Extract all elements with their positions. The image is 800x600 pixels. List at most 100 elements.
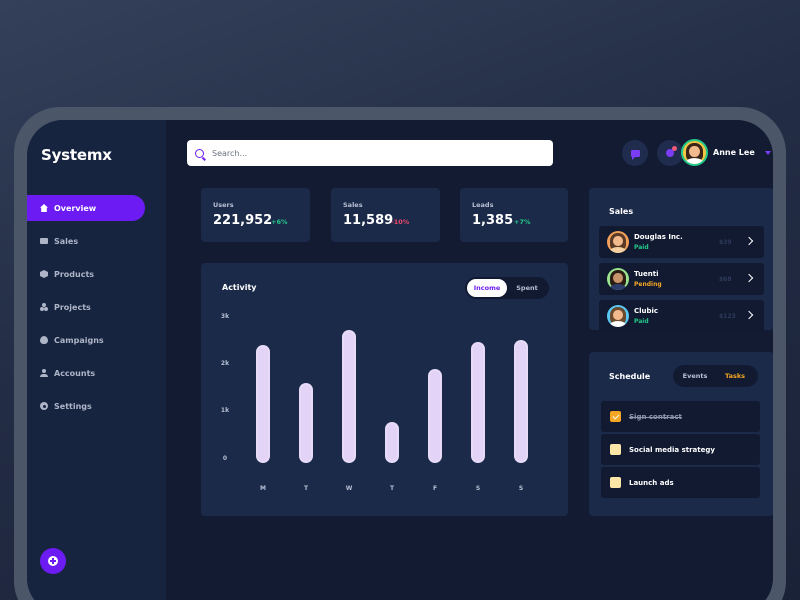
- messages-button[interactable]: [622, 140, 648, 166]
- y-tick-label: 1k: [220, 407, 230, 414]
- list-item[interactable]: Tuenti Pending $68: [599, 263, 764, 295]
- chart-bar: [385, 421, 399, 463]
- list-item[interactable]: Launch ads: [601, 467, 760, 498]
- sidebar-item-label: Settings: [54, 401, 92, 411]
- add-button[interactable]: [40, 548, 66, 574]
- avatar: [607, 231, 629, 253]
- task-label: Sign contract: [629, 412, 682, 421]
- task-checkbox[interactable]: [610, 477, 621, 488]
- sales-icon: [40, 238, 48, 244]
- brand-logo: Systemx: [41, 146, 112, 164]
- status-badge: Pending: [634, 281, 662, 288]
- tablet-frame: Systemx Overview Sales Products Projects…: [14, 107, 786, 600]
- sidebar-item-label: Projects: [54, 302, 91, 312]
- stat-card-sales: Sales 11,589 -10%: [331, 188, 440, 242]
- sidebar-item-label: Products: [54, 269, 95, 279]
- sidebar-item-accounts[interactable]: Accounts: [27, 360, 145, 386]
- sidebar-item-products[interactable]: Products: [27, 261, 145, 287]
- tab-events[interactable]: Events: [682, 372, 708, 380]
- sale-amount: $68: [719, 276, 732, 283]
- chevron-down-icon[interactable]: [765, 151, 771, 155]
- notifications-button[interactable]: [657, 140, 683, 166]
- chevron-right-icon[interactable]: [744, 273, 754, 283]
- stat-card-users: Users 221,952 +6%: [201, 188, 310, 242]
- sidebar-item-sales[interactable]: Sales: [27, 228, 145, 254]
- box-icon: [40, 270, 48, 278]
- chart-title: Activity: [222, 283, 257, 292]
- y-tick-label: 0: [222, 455, 228, 462]
- avatar: [607, 305, 629, 327]
- activity-card: Activity Income Spent 3k 2k 1k 0 M T W T…: [201, 263, 568, 516]
- user-name[interactable]: Anne Lee: [713, 148, 755, 157]
- y-tick-label: 2k: [220, 360, 230, 367]
- sidebar-item-overview[interactable]: Overview: [27, 195, 145, 221]
- task-checkbox[interactable]: [610, 444, 621, 455]
- task-label: Launch ads: [629, 478, 674, 487]
- sidebar-item-label: Overview: [54, 203, 97, 213]
- list-item[interactable]: Social media strategy: [601, 434, 760, 465]
- stat-change: -10%: [391, 218, 410, 226]
- x-tick-label: M: [260, 485, 266, 492]
- x-tick-label: W: [345, 485, 353, 492]
- home-icon: [40, 204, 48, 212]
- chart-bar: [256, 344, 270, 463]
- status-badge: Paid: [634, 318, 649, 325]
- flame-icon: [40, 336, 48, 344]
- sidebar-item-projects[interactable]: Projects: [27, 294, 145, 320]
- x-tick-label: S: [475, 485, 481, 492]
- task-label: Social media strategy: [629, 445, 715, 454]
- sidebar-item-campaigns[interactable]: Campaigns: [27, 327, 145, 353]
- task-checkbox[interactable]: [610, 411, 621, 422]
- sale-name: Douglas Inc.: [634, 233, 683, 241]
- stat-label: Sales: [343, 201, 363, 209]
- sidebar-item-label: Sales: [54, 236, 79, 246]
- chevron-right-icon[interactable]: [744, 310, 754, 320]
- schedule-tabs: Events Tasks: [673, 365, 758, 387]
- user-icon: [40, 369, 48, 377]
- sidebar-item-label: Accounts: [54, 368, 96, 378]
- x-tick-label: S: [518, 485, 524, 492]
- chevron-right-icon[interactable]: [744, 236, 754, 246]
- sidebar-item-label: Campaigns: [54, 335, 104, 345]
- avatar[interactable]: [681, 139, 708, 166]
- stat-value: 1,385: [472, 213, 514, 228]
- avatar: [607, 268, 629, 290]
- chat-icon: [630, 149, 640, 160]
- sale-name: Tuenti: [634, 270, 659, 278]
- projects-icon: [40, 303, 48, 311]
- schedule-panel: Schedule Events Tasks Sign contract Soci…: [589, 352, 773, 516]
- sale-amount: $39: [719, 239, 732, 246]
- y-tick-label: 3k: [220, 313, 230, 320]
- search-bar: [187, 140, 553, 166]
- stat-value: 11,589: [343, 213, 394, 228]
- sales-panel: Sales Douglas Inc. Paid $39 Tuenti Pendi…: [589, 188, 773, 332]
- sidebar-item-settings[interactable]: Settings: [27, 393, 145, 419]
- stat-change: +6%: [271, 218, 288, 226]
- app-screen: Systemx Overview Sales Products Projects…: [27, 120, 773, 600]
- toggle-income[interactable]: Income: [467, 279, 507, 297]
- x-tick-label: T: [389, 485, 395, 492]
- list-item[interactable]: Douglas Inc. Paid $39: [599, 226, 764, 258]
- search-input[interactable]: [212, 148, 532, 158]
- sale-name: Clubic: [634, 307, 659, 315]
- chart-bar: [299, 383, 313, 463]
- toggle-spent[interactable]: Spent: [516, 284, 538, 292]
- tab-tasks[interactable]: Tasks: [724, 372, 746, 380]
- x-tick-label: F: [432, 485, 438, 492]
- status-badge: Paid: [634, 244, 649, 251]
- chart-bar: [514, 339, 528, 463]
- sidebar: Systemx Overview Sales Products Projects…: [27, 120, 166, 600]
- stat-value: 221,952: [213, 213, 273, 228]
- panel-title: Schedule: [609, 372, 651, 381]
- income-spent-toggle: Income Spent: [465, 277, 549, 299]
- chart-bar: [471, 342, 485, 463]
- panel-title: Sales: [609, 207, 634, 216]
- list-item[interactable]: Clubic Paid $123: [599, 300, 764, 332]
- chart-bar: [428, 368, 442, 463]
- list-item[interactable]: Sign contract: [601, 401, 760, 432]
- sale-amount: $123: [719, 313, 736, 320]
- plus-icon: [48, 556, 58, 566]
- notification-icon: [666, 146, 677, 157]
- stat-change: +7%: [514, 218, 531, 226]
- stat-card-leads: Leads 1,385 +7%: [460, 188, 568, 242]
